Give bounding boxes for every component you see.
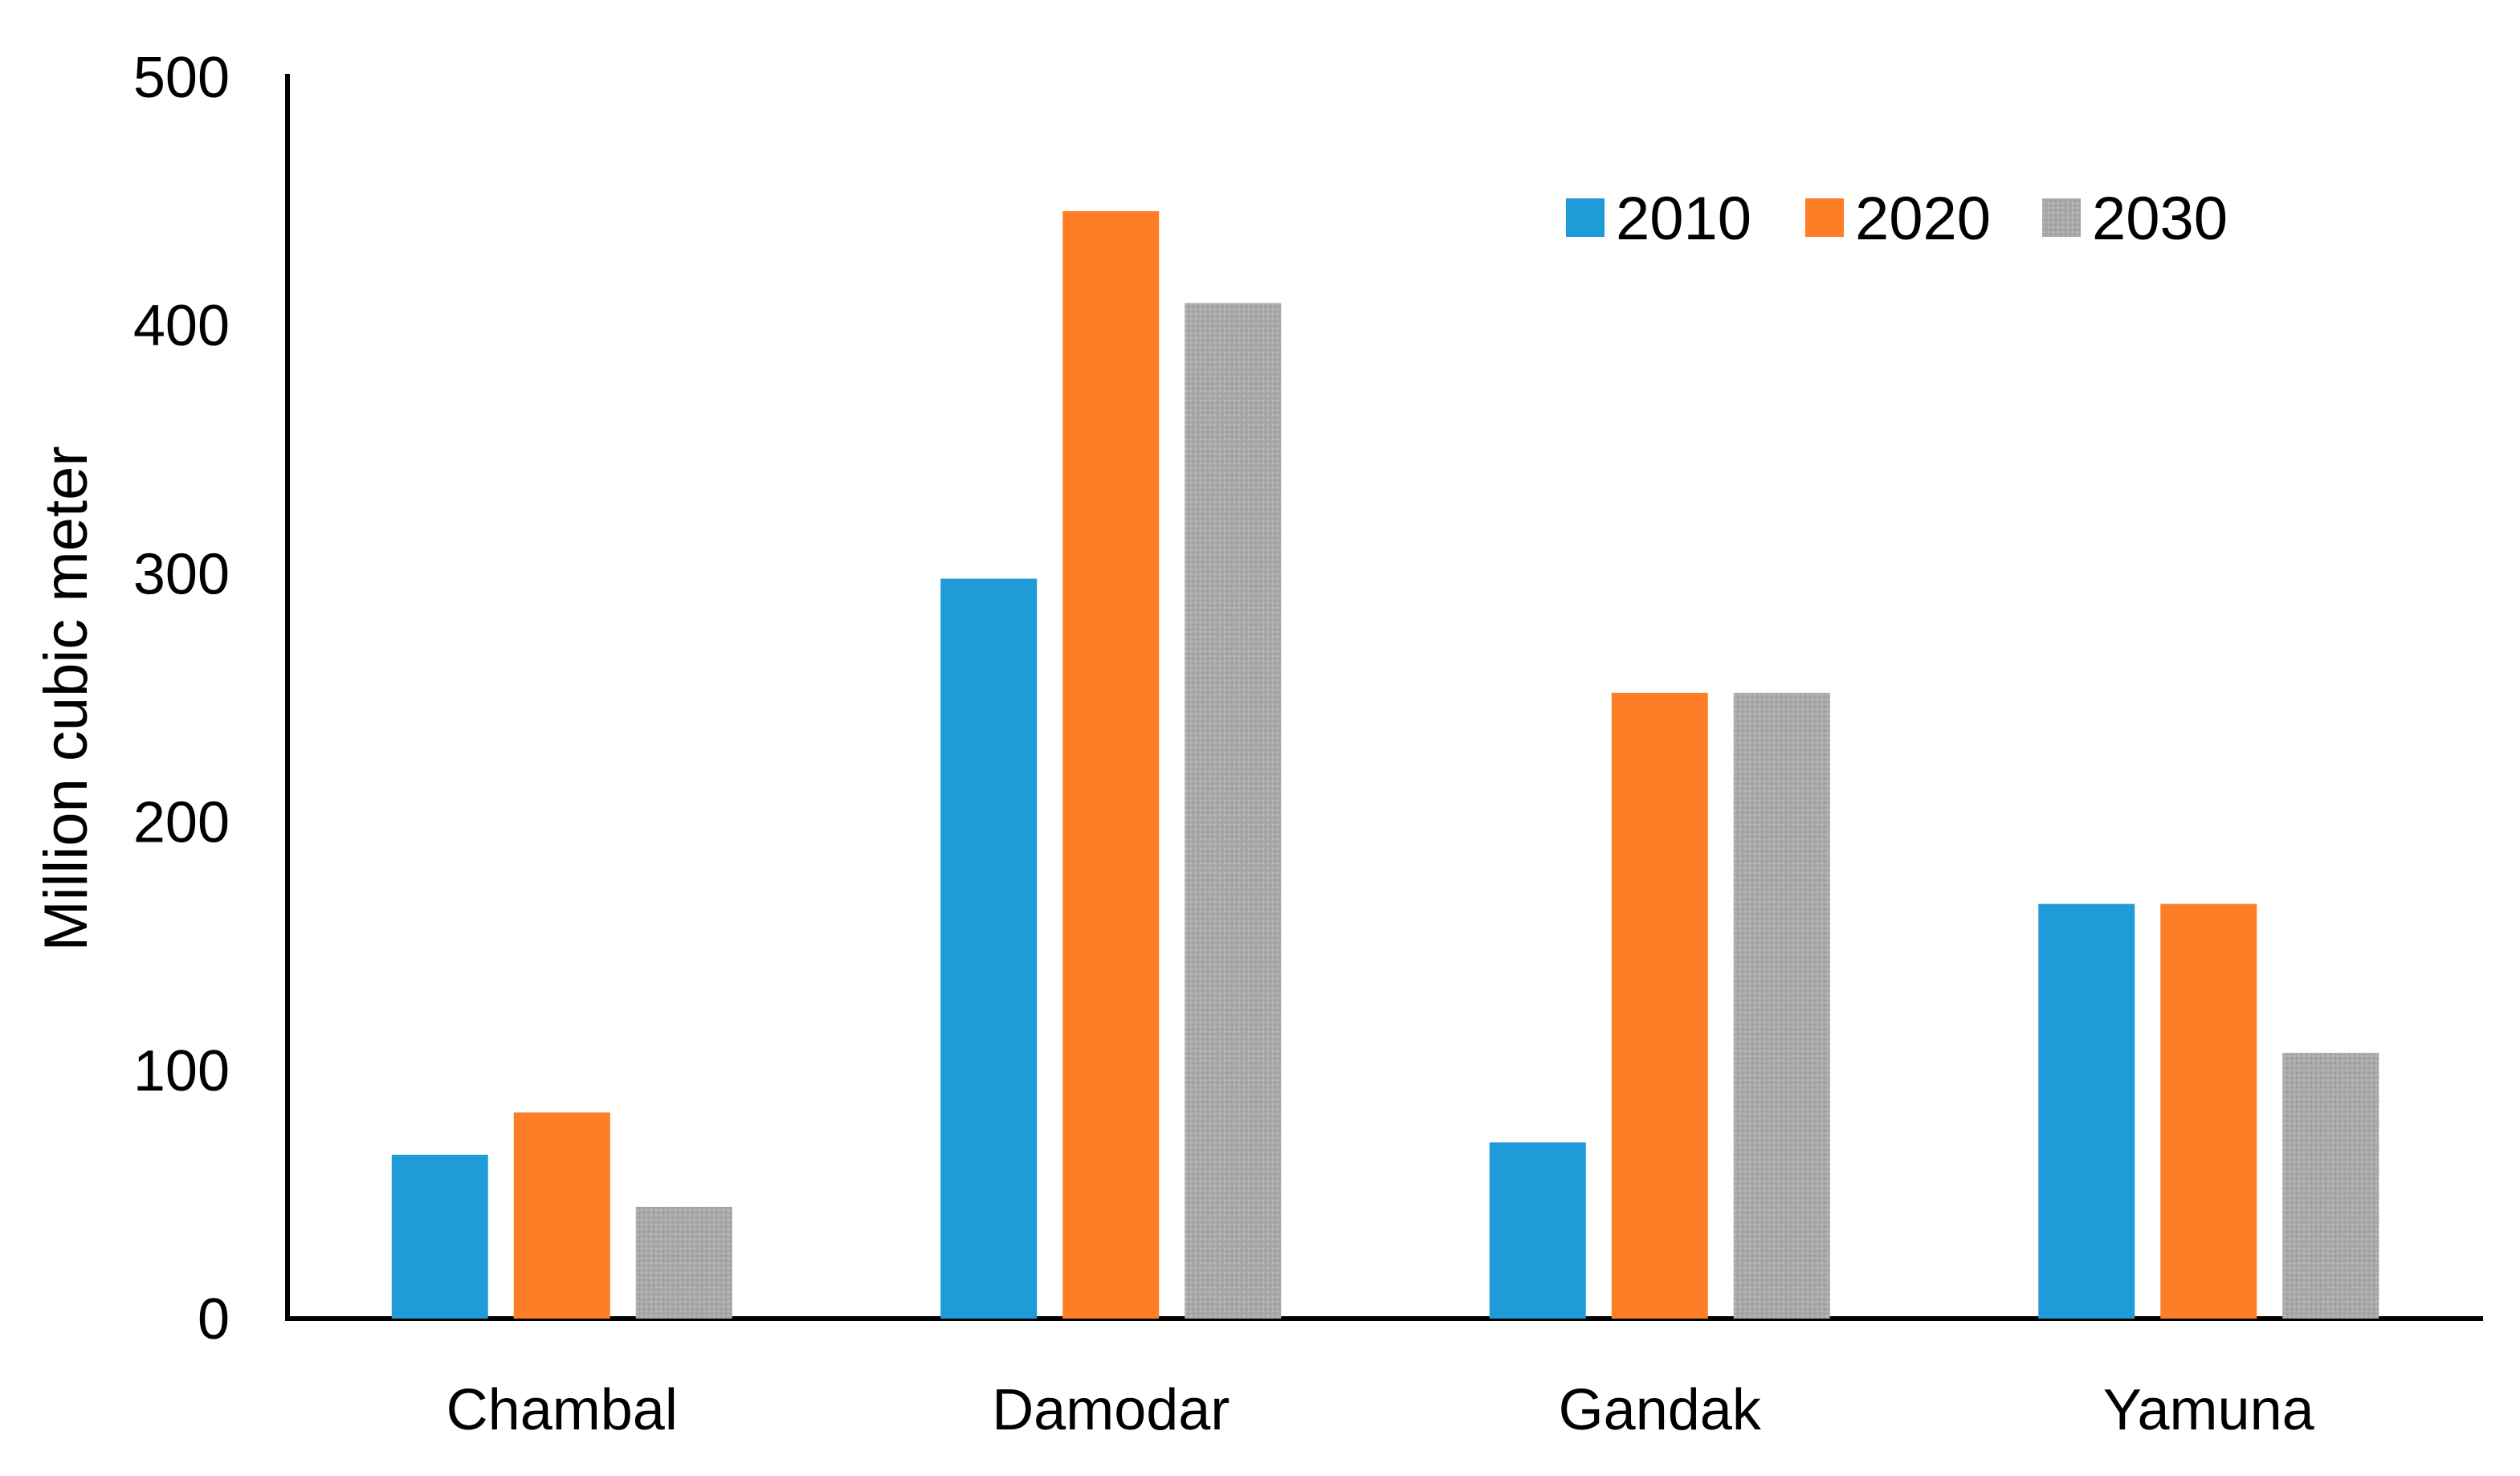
y-tick-label: 300	[133, 542, 230, 606]
bar-2030-gandak	[1733, 692, 1830, 1319]
legend-label-2010: 2010	[1616, 185, 1751, 253]
x-category-label: Chambal	[447, 1378, 678, 1442]
legend: 2010 2020 2030	[1566, 185, 2228, 253]
x-category-label: Yamuna	[2103, 1378, 2315, 1442]
bar-2010-chambal	[391, 1154, 488, 1319]
bar-2030-chambal	[635, 1206, 732, 1319]
y-tick-label: 200	[133, 791, 230, 855]
legend-label-2030: 2030	[2092, 185, 2228, 253]
bar-2020-yamuna	[2160, 903, 2257, 1319]
y-tick-label: 400	[133, 294, 230, 358]
bar-2030-yamuna	[2282, 1053, 2379, 1319]
y-axis-title: Million cubic meter	[32, 446, 100, 951]
bar-2030-damodar	[1185, 303, 1282, 1319]
bar-2020-gandak	[1611, 692, 1708, 1319]
legend-swatch-2010	[1566, 198, 1605, 237]
x-category-label: Gandak	[1559, 1378, 1762, 1442]
x-category-label: Damodar	[992, 1378, 1229, 1442]
y-tick-labels: 0 100 200 300 400 500	[133, 46, 230, 1352]
y-tick-label: 500	[133, 46, 230, 110]
y-tick-label: 0	[198, 1287, 230, 1352]
legend-swatch-2020	[1805, 198, 1844, 237]
bar-2020-chambal	[513, 1112, 610, 1319]
bar-2020-damodar	[1062, 210, 1160, 1319]
bar-marks	[391, 210, 2379, 1319]
y-tick-label: 100	[133, 1039, 230, 1103]
legend-label-2020: 2020	[1855, 185, 1991, 253]
x-category-labels: Chambal Damodar Gandak Yamuna	[447, 1378, 2315, 1442]
bar-2010-yamuna	[2038, 903, 2135, 1319]
legend-swatch-2030	[2042, 198, 2081, 237]
bar-2010-damodar	[940, 578, 1038, 1319]
bar-2010-gandak	[1489, 1142, 1586, 1319]
